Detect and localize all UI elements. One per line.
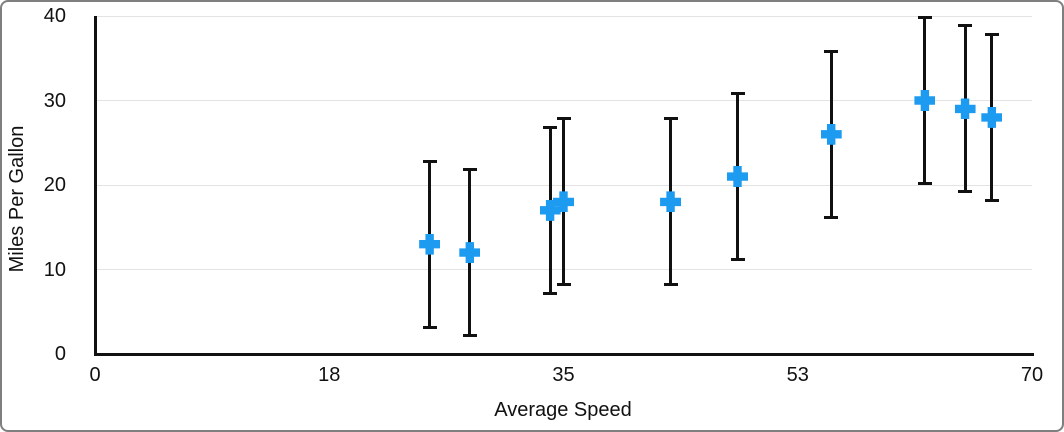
error-bar-cap xyxy=(824,215,839,219)
error-bar-cap xyxy=(958,190,973,194)
error-bar-cap xyxy=(663,117,678,121)
error-bar-cap xyxy=(730,92,745,96)
gridline-y-30 xyxy=(95,100,1032,101)
error-bar-cap xyxy=(824,49,839,53)
y-tick-label-30: 30 xyxy=(43,89,66,112)
x-tick-label-18: 18 xyxy=(318,364,341,386)
error-bar-cap xyxy=(422,159,437,163)
error-bar-cap xyxy=(958,24,973,28)
x-tick-label-35: 35 xyxy=(552,364,575,386)
x-tick-label-53: 53 xyxy=(786,364,809,386)
y-tick-label-20: 20 xyxy=(43,174,66,196)
y-axis-title: Miles Per Gallon xyxy=(6,125,28,273)
y-tick-label-10: 10 xyxy=(43,258,66,281)
x-axis-line xyxy=(93,352,1034,356)
y-tick-label-0: 0 xyxy=(54,343,66,365)
error-bar-cap xyxy=(984,32,999,36)
error-bar-cap xyxy=(917,16,932,19)
x-tick-label-0: 0 xyxy=(89,364,101,386)
error-bar-cap xyxy=(663,283,678,287)
x-tick-label-70: 70 xyxy=(1020,364,1044,386)
error-bar-cap xyxy=(984,198,999,202)
error-bar-cap xyxy=(422,325,437,329)
error-bar-cap xyxy=(462,334,477,338)
error-bar-cap xyxy=(543,125,558,129)
error-bar-cap xyxy=(917,182,932,185)
y-axis-line xyxy=(93,16,97,356)
y-tick-label-40: 40 xyxy=(43,5,66,27)
error-bar-cap xyxy=(730,258,745,262)
error-bar-cap xyxy=(556,283,571,287)
gridline-y-40 xyxy=(95,15,1032,17)
x-axis-title: Average Speed xyxy=(494,399,632,421)
error-bar-cap xyxy=(462,168,477,172)
error-bar-cap xyxy=(556,117,571,121)
error-bar-cap xyxy=(543,291,558,295)
